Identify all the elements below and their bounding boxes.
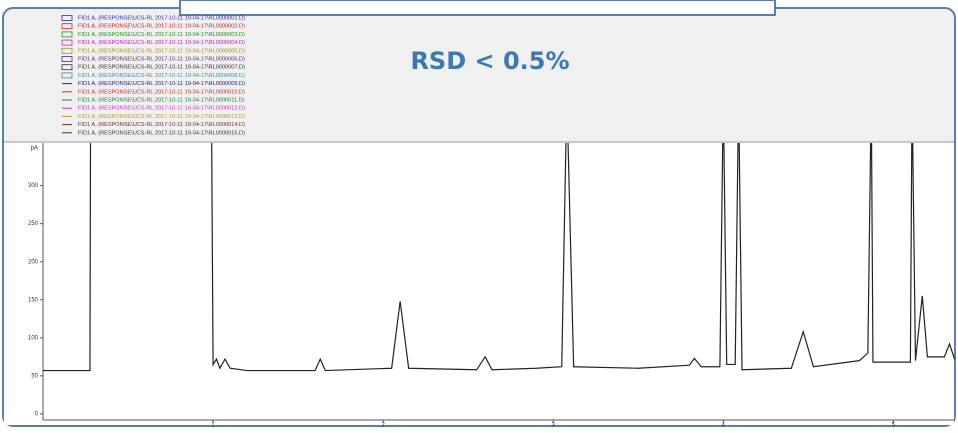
legend-swatch bbox=[61, 15, 73, 21]
legend-label: FID1 A, (RESPONSE\UCS-RL 2017-10-11 19-0… bbox=[78, 40, 245, 46]
x-tick-label: 4 bbox=[722, 423, 726, 428]
legend-label: FID1 A, (RESPONSE\UCS-RL 2017-10-11 19-0… bbox=[78, 15, 245, 21]
top-banner bbox=[179, 0, 776, 16]
legend-label: FID1 A, (RESPONSE\UCS-RL 2017-10-11 19-0… bbox=[78, 65, 245, 71]
legend-label: FID1 A, (RESPONSE\UCS-RL 2017-10-11 19-0… bbox=[78, 56, 245, 62]
y-tick-label: 300 bbox=[28, 183, 39, 189]
legend-label: FID1 A, (RESPONSE\UCS-RL 2017-10-11 19-0… bbox=[78, 73, 245, 79]
legend-swatch bbox=[61, 39, 73, 46]
legend-swatch bbox=[61, 64, 73, 71]
legend-label: FID1 A, (RESPONSE\UCS-RL 2017-10-11 19-0… bbox=[78, 106, 245, 112]
y-tick-label: 0 bbox=[35, 411, 39, 417]
legend-label: FID1 A, (RESPONSE\UCS-RL 2017-10-11 19-0… bbox=[78, 97, 245, 103]
y-tick-label: 150 bbox=[28, 297, 39, 303]
axes: 0 50 100 150 200 250 300 1 2 3 4 5 bbox=[28, 183, 896, 428]
legend-label: FID1 A, (RESPONSE\UCS-RL 2017-10-11 19-0… bbox=[78, 81, 245, 87]
legend-label: FID1 A, (RESPONSE\UCS-RL 2017-10-11 19-0… bbox=[78, 48, 245, 54]
y-tick-label: 250 bbox=[28, 221, 39, 227]
legend-label: FID1 A, (RESPONSE\UCS-RL 2017-10-11 19-0… bbox=[78, 122, 245, 128]
legend-label: FID1 A, (RESPONSE\UCS-RL 2017-10-11 19-0… bbox=[78, 89, 245, 95]
legend: FID1 A, (RESPONSE\UCS-RL 2017-10-11 19-0… bbox=[61, 15, 245, 136]
x-tick-label: 5 bbox=[892, 423, 896, 428]
traces bbox=[43, 143, 955, 372]
legend-swatch bbox=[61, 31, 73, 38]
trace bbox=[43, 143, 955, 372]
y-tick-label: 100 bbox=[28, 335, 39, 341]
plot-area bbox=[4, 142, 954, 425]
legend-swatch bbox=[61, 56, 73, 62]
rsd-annotation: RSD < 0.5% bbox=[410, 47, 569, 75]
legend-label: FID1 A, (RESPONSE\UCS-RL 2017-10-11 19-0… bbox=[78, 130, 245, 136]
y-tick-label: 50 bbox=[31, 373, 38, 379]
x-tick-label: 2 bbox=[381, 423, 385, 428]
x-tick-label: 3 bbox=[552, 423, 556, 428]
legend-label: FID1 A, (RESPONSE\UCS-RL 2017-10-11 19-0… bbox=[78, 32, 245, 38]
legend-swatch bbox=[61, 47, 73, 54]
legend-label: FID1 A, (RESPONSE\UCS-RL 2017-10-11 19-0… bbox=[78, 114, 245, 120]
legend-swatch bbox=[61, 72, 73, 79]
y-axis-label: pA bbox=[31, 146, 38, 152]
x-tick-label: 1 bbox=[211, 423, 215, 428]
y-tick-label: 200 bbox=[28, 259, 39, 265]
legend-label: FID1 A, (RESPONSE\UCS-RL 2017-10-11 19-0… bbox=[78, 24, 245, 30]
legend-swatch bbox=[61, 23, 73, 30]
